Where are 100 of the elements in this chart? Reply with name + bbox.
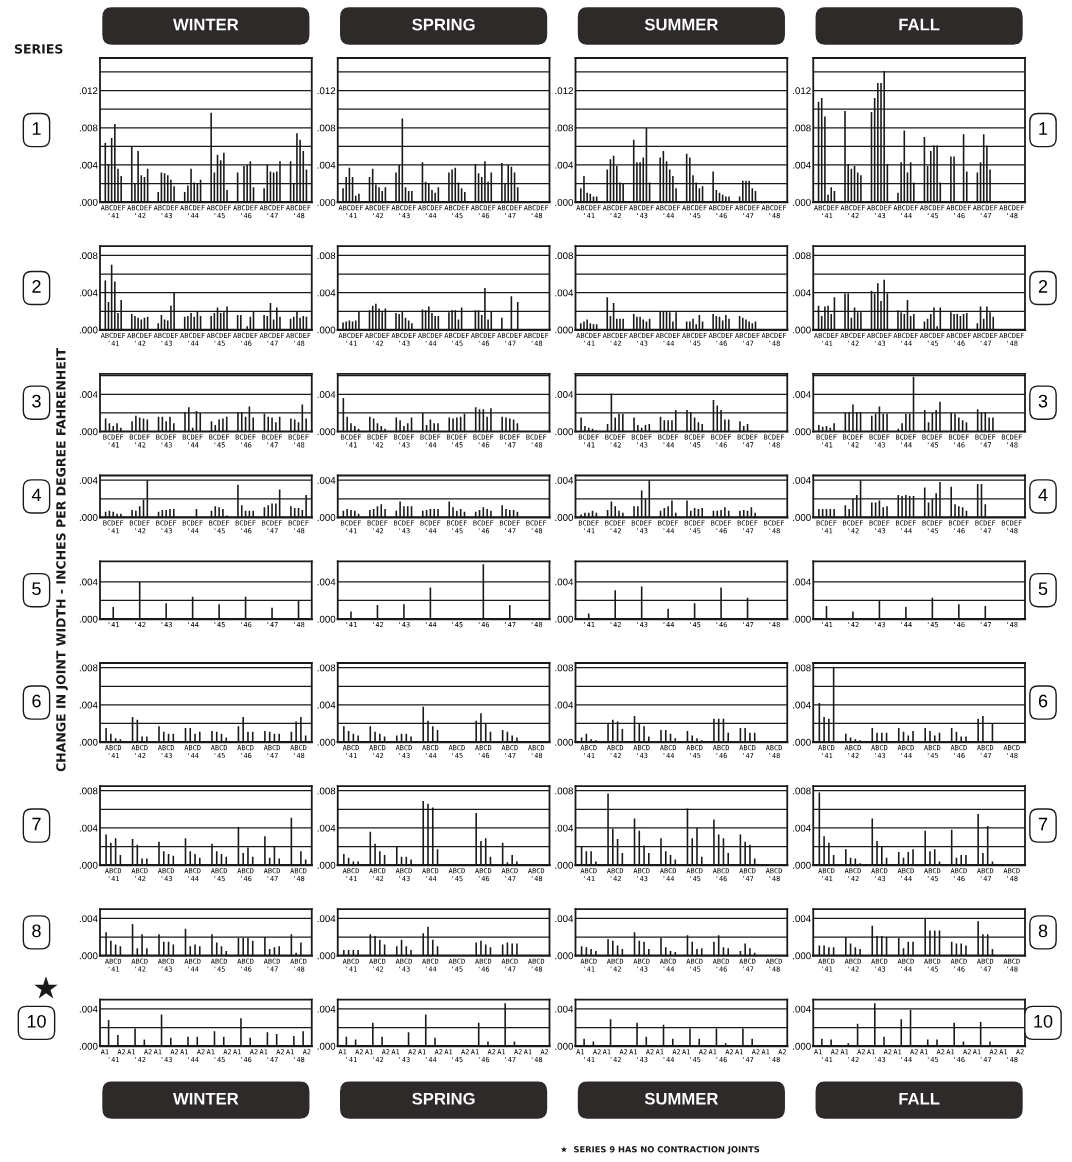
y-axis-title: 8 bbox=[32, 924, 41, 938]
y-tick-label: .000 bbox=[793, 428, 811, 436]
y-tick-label: .000 bbox=[555, 198, 574, 206]
y-tick-label: .004 bbox=[79, 701, 98, 709]
y-tick-label: .004 bbox=[793, 289, 811, 297]
y-tick-label: .008 bbox=[317, 252, 336, 260]
y-tick-label: .004 bbox=[555, 391, 574, 398]
y-tick-label: .008 bbox=[793, 124, 811, 132]
text: WINTER bbox=[173, 1092, 239, 1105]
y-tick-label: .004 bbox=[555, 289, 574, 297]
y-tick-label: .004 bbox=[79, 476, 98, 484]
y-axis-title: 2 bbox=[32, 280, 41, 293]
y-tick-label: .000 bbox=[555, 428, 574, 436]
y-axis-title: 7 bbox=[32, 817, 41, 831]
y-tick-label: .000 bbox=[555, 738, 574, 746]
y-tick-label: .008 bbox=[793, 787, 811, 795]
y-tick-label: .004 bbox=[79, 824, 98, 832]
y-tick-label: .008 bbox=[317, 664, 336, 672]
y-tick-label: .000 bbox=[79, 861, 98, 869]
y-tick-label: .000 bbox=[793, 738, 811, 746]
y2-axis-title: 6 bbox=[1038, 694, 1048, 708]
y-tick-label: .000 bbox=[793, 861, 811, 869]
y-axis-title: 5 bbox=[32, 582, 41, 596]
y-tick-label: .000 bbox=[317, 428, 336, 436]
y-axis-title: 1 bbox=[32, 122, 41, 135]
text: ★ bbox=[34, 976, 58, 999]
y-axis-title: 4 bbox=[31, 488, 41, 502]
y-tick-label: .008 bbox=[79, 252, 98, 260]
y-tick-label: .012 bbox=[79, 87, 98, 95]
y-tick-label: .004 bbox=[317, 1005, 336, 1013]
y-tick-label: .008 bbox=[317, 787, 336, 795]
y-tick-label: .004 bbox=[79, 289, 98, 297]
y-tick-label: .000 bbox=[79, 198, 98, 206]
y-tick-label: .004 bbox=[317, 701, 336, 709]
y-tick-label: .000 bbox=[317, 198, 336, 206]
y-tick-label: .004 bbox=[555, 1005, 574, 1013]
y-tick-label: .004 bbox=[79, 161, 98, 169]
y-tick-label: .000 bbox=[79, 326, 98, 334]
y-tick-label: .008 bbox=[555, 664, 573, 672]
y-tick-label: .004 bbox=[79, 1005, 98, 1013]
y-tick-label: .008 bbox=[793, 664, 811, 672]
chart-title: WINTER bbox=[173, 18, 239, 31]
y-tick-label: .008 bbox=[79, 664, 98, 672]
y-tick-label: .000 bbox=[555, 1042, 574, 1050]
y-axis-title: 10 bbox=[27, 1014, 46, 1028]
y-tick-label: .004 bbox=[317, 289, 336, 297]
y-tick-label: .000 bbox=[793, 326, 811, 334]
y-tick-label: .008 bbox=[555, 124, 573, 132]
y-tick-label: .000 bbox=[793, 514, 811, 521]
text: FALL bbox=[899, 1092, 940, 1105]
text: SPRING bbox=[412, 1092, 475, 1105]
y-tick-label: .000 bbox=[793, 198, 811, 206]
y2-axis-title: 3 bbox=[1038, 394, 1048, 408]
y-tick-label: .000 bbox=[793, 1042, 811, 1050]
y-tick-label: .000 bbox=[317, 326, 336, 334]
y-tick-label: .012 bbox=[793, 87, 811, 95]
y-tick-label: .000 bbox=[79, 1042, 98, 1050]
y2-axis-title: 2 bbox=[1038, 280, 1048, 293]
y-tick-label: .008 bbox=[555, 787, 573, 795]
y-tick-label: .000 bbox=[555, 952, 574, 960]
y-tick-label: .000 bbox=[793, 615, 811, 623]
y-tick-label: .004 bbox=[555, 701, 574, 709]
y-tick-label: .000 bbox=[317, 738, 336, 746]
y-tick-label: .000 bbox=[79, 738, 98, 746]
y-tick-label: .004 bbox=[317, 391, 336, 398]
y-tick-label: .004 bbox=[793, 824, 811, 832]
y-tick-label: .004 bbox=[793, 476, 811, 484]
chart-title: SUMMER bbox=[644, 18, 719, 31]
y-tick-label: .004 bbox=[793, 701, 811, 709]
y-tick-label: .004 bbox=[555, 476, 574, 484]
y-tick-label: .000 bbox=[317, 861, 336, 869]
text: SERIES bbox=[14, 44, 63, 54]
y-tick-label: .004 bbox=[555, 578, 574, 586]
y-tick-label: .004 bbox=[793, 161, 811, 169]
y-tick-label: .004 bbox=[793, 915, 811, 923]
y-tick-label: .004 bbox=[793, 391, 811, 398]
y-tick-label: .000 bbox=[555, 861, 574, 869]
y-tick-label: .004 bbox=[317, 578, 336, 586]
y-tick-label: .004 bbox=[79, 915, 98, 923]
y-tick-label: .008 bbox=[555, 252, 573, 260]
y2-axis-title: 5 bbox=[1038, 582, 1048, 596]
y-tick-label: .000 bbox=[79, 952, 98, 960]
y-tick-label: .000 bbox=[317, 952, 336, 960]
y2-axis-title: 7 bbox=[1038, 817, 1048, 831]
text: ★ SERIES 9 HAS NO CONTRACTION JOINTS bbox=[560, 1146, 760, 1154]
y-tick-label: .004 bbox=[555, 824, 574, 832]
y-tick-label: .004 bbox=[317, 476, 336, 484]
y-tick-label: .004 bbox=[79, 578, 98, 586]
y-tick-label: .000 bbox=[555, 514, 574, 521]
y-tick-label: .004 bbox=[317, 161, 336, 169]
y-tick-label: .012 bbox=[317, 87, 336, 95]
y-tick-label: .004 bbox=[79, 391, 98, 398]
y-tick-label: .008 bbox=[793, 252, 811, 260]
y-tick-label: .004 bbox=[555, 915, 574, 923]
y2-axis-title: 8 bbox=[1038, 924, 1048, 938]
y2-axis-title: 4 bbox=[1038, 488, 1048, 502]
y-tick-label: .000 bbox=[317, 615, 336, 623]
y-tick-label: .000 bbox=[79, 514, 98, 521]
text: CHANGE IN JOINT WIDTH - INCHES PER DEGREE FAHRENHEIT bbox=[56, 348, 68, 772]
text: SUMMER bbox=[644, 1092, 719, 1105]
